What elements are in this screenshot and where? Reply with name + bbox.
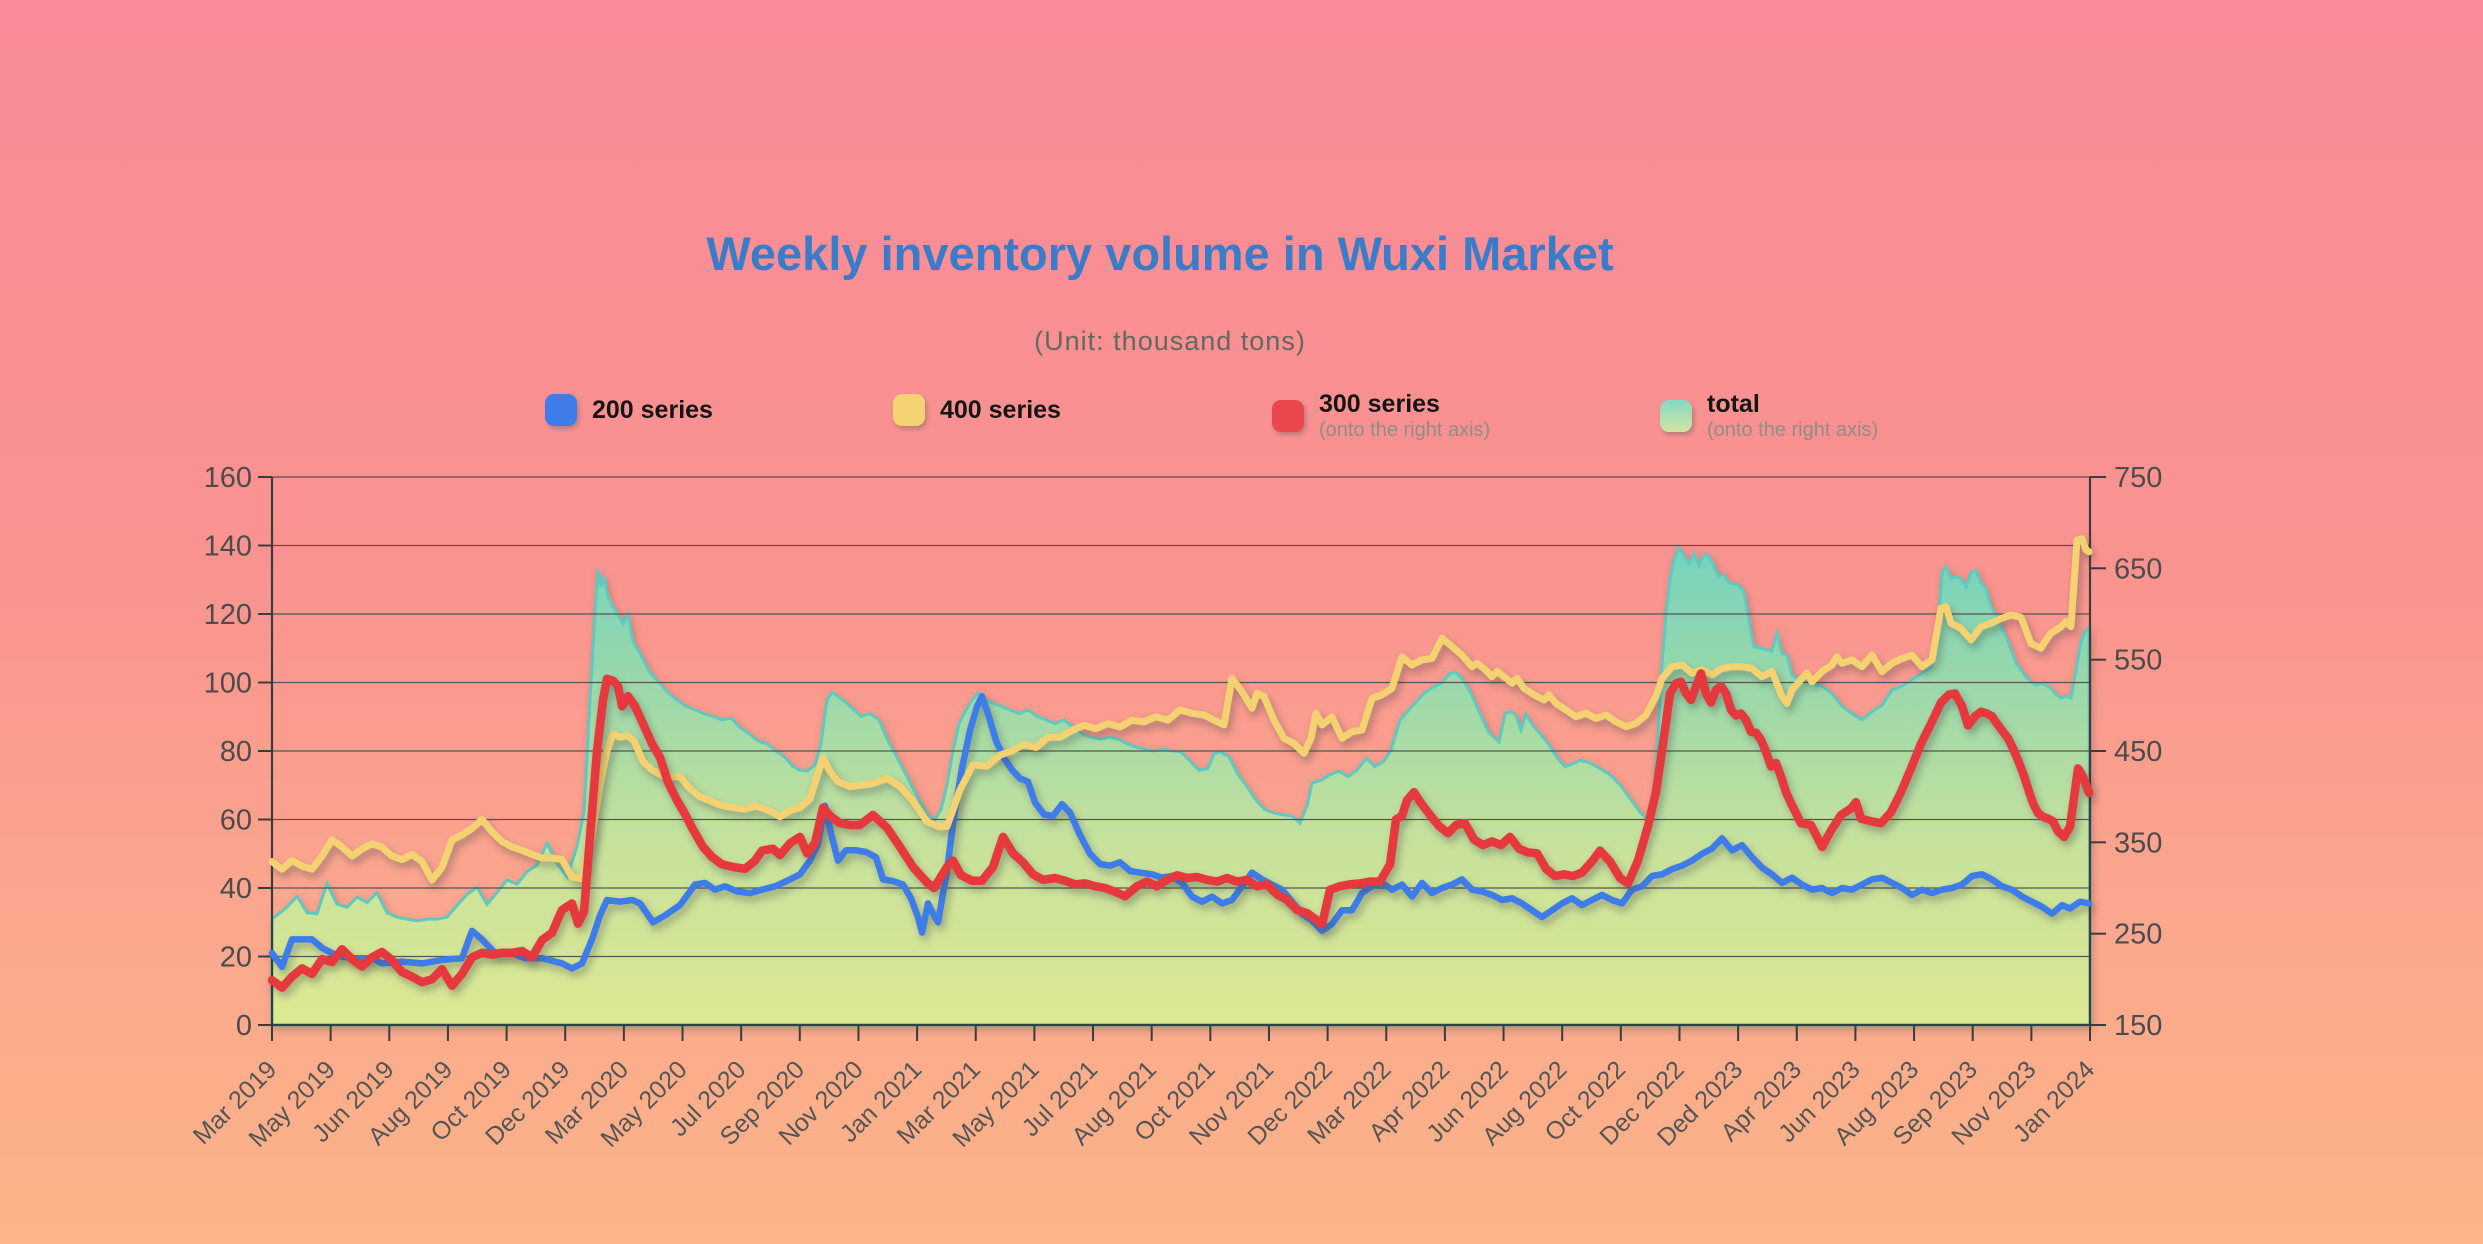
legend-label: 200 series — [592, 395, 713, 424]
svg-text:0: 0 — [236, 1010, 252, 1042]
svg-text:100: 100 — [204, 668, 252, 700]
legend-swatch-200-series-icon — [545, 394, 577, 426]
chart-title: Weekly inventory volume in Wuxi Market — [706, 227, 1614, 280]
chart-subtitle: (Unit: thousand tons) — [1034, 326, 1306, 356]
legend-note: (onto the right axis) — [1319, 418, 1491, 441]
legend: 200 series 400 series 300 series (onto t… — [0, 390, 2483, 450]
series-300-series — [267, 669, 2094, 992]
legend-label: total — [1707, 390, 1760, 418]
svg-text:150: 150 — [2114, 1010, 2162, 1042]
svg-text:60: 60 — [220, 805, 252, 837]
series-total-area — [270, 544, 2092, 1027]
svg-text:550: 550 — [2114, 645, 2162, 677]
series-200-series — [268, 692, 2093, 972]
legend-item-300-series[interactable]: 300 series (onto the right axis) — [1272, 390, 1490, 442]
gridlines — [258, 476, 2106, 1027]
svg-text:750: 750 — [2114, 462, 2162, 494]
legend-item-400-series[interactable]: 400 series — [893, 394, 1061, 426]
y-axis-left-labels: 0 20 40 60 80 100 120 140 160 — [204, 462, 252, 1042]
svg-text:140: 140 — [204, 531, 252, 563]
svg-text:650: 650 — [2114, 553, 2162, 585]
legend-swatch-400-series-icon — [893, 394, 925, 426]
svg-text:160: 160 — [204, 462, 252, 494]
svg-text:80: 80 — [220, 736, 252, 768]
legend-item-total[interactable]: total (onto the right axis) — [1660, 390, 1878, 442]
legend-swatch-total-icon — [1660, 399, 1692, 432]
legend-note: (onto the right axis) — [1707, 418, 1879, 441]
svg-text:250: 250 — [2114, 919, 2162, 951]
svg-text:350: 350 — [2114, 827, 2162, 859]
legend-item-200-series[interactable]: 200 series — [545, 394, 713, 426]
svg-text:40: 40 — [220, 873, 252, 905]
svg-text:20: 20 — [220, 942, 252, 974]
svg-text:450: 450 — [2114, 736, 2162, 768]
legend-label: 300 series — [1319, 390, 1440, 418]
svg-text:120: 120 — [204, 599, 252, 631]
legend-label: 400 series — [940, 395, 1061, 424]
legend-swatch-300-series-icon — [1272, 399, 1304, 432]
y-axis-right-labels: 150 250 350 450 550 650 750 — [2114, 462, 2162, 1042]
